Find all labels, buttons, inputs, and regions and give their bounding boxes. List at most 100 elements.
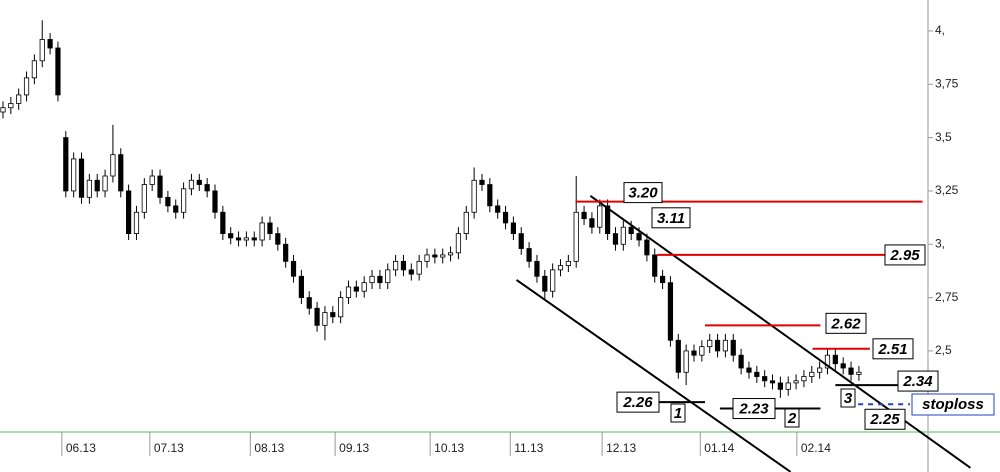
candle-body xyxy=(526,248,532,262)
x-tick-label: 10.13 xyxy=(434,441,464,455)
candle-body xyxy=(801,376,807,382)
level-label-box xyxy=(732,398,776,420)
level-label-box xyxy=(825,312,867,334)
candle-body xyxy=(0,107,6,113)
candle-body xyxy=(699,346,705,356)
candle-body xyxy=(8,103,14,109)
candle-body xyxy=(762,376,768,382)
candle-body xyxy=(408,269,414,275)
candle-body xyxy=(180,188,187,213)
candle-body xyxy=(573,211,579,262)
wave-label-box xyxy=(784,408,800,428)
candle-body xyxy=(730,339,736,356)
candle-body xyxy=(306,297,312,309)
trend-line xyxy=(515,279,792,472)
candle-body xyxy=(298,275,304,298)
candle-body xyxy=(754,371,760,377)
candle-body xyxy=(141,184,147,213)
level-label: 2.26 xyxy=(622,394,653,411)
candle-body xyxy=(204,184,210,192)
x-tick-label: 12.13 xyxy=(606,441,636,455)
candle-body xyxy=(550,269,556,292)
candle-body xyxy=(746,367,752,373)
candle-body xyxy=(361,282,367,292)
trend-line xyxy=(589,195,971,469)
level-label-box xyxy=(897,370,939,392)
candle-body xyxy=(817,367,823,373)
candle-body xyxy=(628,226,634,234)
candle-body xyxy=(314,307,320,326)
candle-body xyxy=(840,363,846,369)
x-tick-label: 01.14 xyxy=(704,441,734,455)
candle-body xyxy=(165,196,171,207)
wave-label-box xyxy=(670,403,686,423)
wave-label: 1 xyxy=(674,405,682,422)
candle-body xyxy=(722,339,729,352)
y-tick-label: 2,5 xyxy=(935,343,952,357)
candle-body xyxy=(400,260,407,271)
candle-body xyxy=(581,211,587,220)
candle-body xyxy=(714,339,721,352)
level-label-box xyxy=(623,182,663,204)
level-label: 2.25 xyxy=(869,411,900,428)
level-label: 3.20 xyxy=(628,185,658,202)
candle-body xyxy=(620,226,626,245)
level-label: 2.51 xyxy=(877,341,907,358)
candle-body xyxy=(424,254,430,262)
level-label-box xyxy=(616,391,660,413)
candle-body xyxy=(440,254,446,258)
x-tick-label: 11.13 xyxy=(514,441,543,455)
candle-body xyxy=(824,354,831,369)
candle-body xyxy=(126,190,132,235)
x-tick-label: 09.13 xyxy=(339,441,369,455)
y-tick-label: 4, xyxy=(935,23,945,37)
level-label: 2.23 xyxy=(738,401,769,418)
candle-body xyxy=(63,137,69,192)
level-label: 3.11 xyxy=(657,210,685,227)
candle-body xyxy=(157,175,163,198)
y-tick-label: 3, xyxy=(935,236,945,250)
candle-body xyxy=(495,205,501,213)
candle-body xyxy=(212,190,218,213)
y-tick-label: 3,25 xyxy=(935,183,959,197)
candle-body xyxy=(738,354,744,369)
level-label: 2.95 xyxy=(889,247,920,264)
candle-body xyxy=(644,239,650,256)
x-tick-label: 06.13 xyxy=(66,441,96,455)
candle-body xyxy=(589,218,595,228)
candle-body xyxy=(345,286,352,298)
candle-body xyxy=(243,237,250,241)
candle-body xyxy=(259,222,265,241)
y-tick-label: 2,75 xyxy=(935,290,959,304)
candle-body xyxy=(133,211,140,234)
candle-body xyxy=(809,371,815,377)
candle-body xyxy=(369,275,375,284)
candle-body xyxy=(196,179,202,185)
candle-body xyxy=(353,286,359,292)
candle-body xyxy=(377,275,383,284)
x-tick-label: 02.14 xyxy=(801,441,831,455)
candle-body xyxy=(78,158,85,198)
candle-body xyxy=(769,380,776,384)
level-label-box xyxy=(884,244,926,266)
wave-label-box xyxy=(840,388,856,408)
candle-body xyxy=(173,205,179,213)
candle-body xyxy=(502,211,509,224)
candle-body xyxy=(848,367,854,375)
candle-body xyxy=(188,179,195,190)
y-tick-label: 3,75 xyxy=(935,76,959,90)
stoploss-label: stoploss xyxy=(922,396,984,413)
candle-body xyxy=(447,252,454,256)
candle-body xyxy=(71,158,77,192)
candle-body xyxy=(102,175,108,192)
candle-body xyxy=(597,205,603,228)
x-tick-label: 07.13 xyxy=(154,441,184,455)
candle-body xyxy=(542,275,548,292)
stoploss-box xyxy=(911,393,995,416)
candle-body xyxy=(455,233,462,254)
x-tick-label: 08.13 xyxy=(254,441,284,455)
level-label: 2.62 xyxy=(830,315,861,332)
